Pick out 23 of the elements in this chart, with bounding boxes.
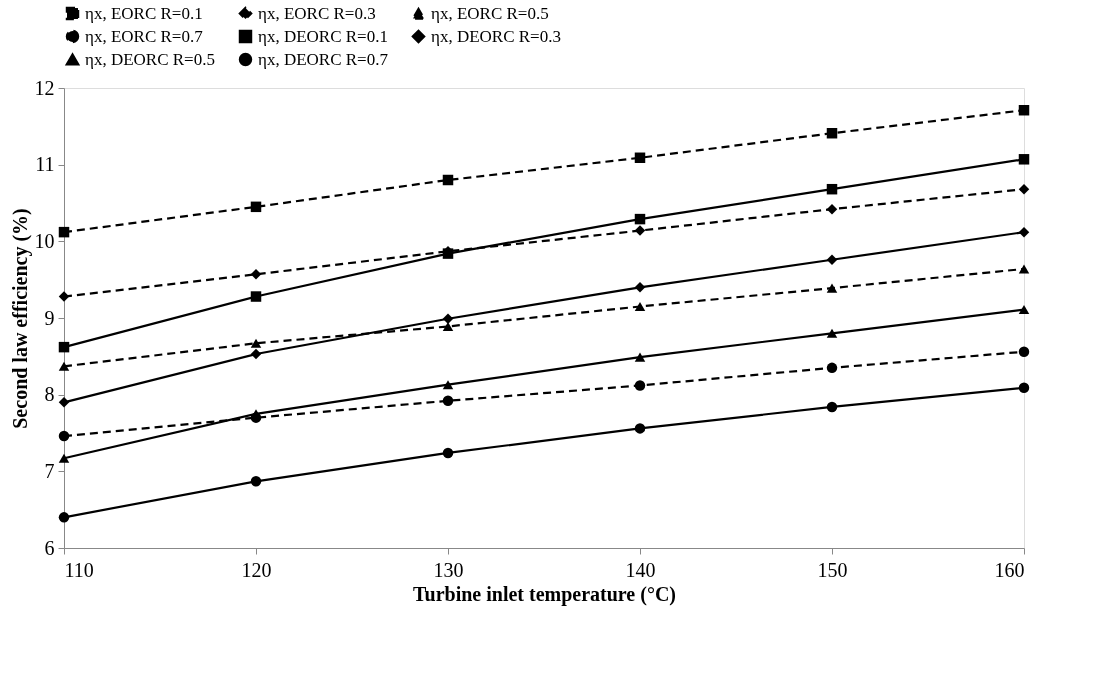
legend-label: ηx, EORC R=0.1 [85,3,203,23]
legend-label: ηx, EORC R=0.7 [85,26,204,46]
y-axis-title: Second law efficiency (%) [8,208,32,429]
y-tick-label: 7 [44,459,55,482]
y-tick-label: 9 [44,306,55,329]
x-tick-label: 120 [241,558,272,581]
legend-label: ηx, DEORC R=0.1 [258,26,388,46]
x-tick-label: 140 [625,558,656,581]
x-tick-label: 110 [64,558,94,581]
legend-label: ηx, DEORC R=0.5 [85,49,215,69]
x-tick-label: 150 [817,558,848,581]
x-tick-label: 130 [433,558,464,581]
legend-label: ηx, EORC R=0.3 [258,3,376,23]
x-tick-label: 160 [994,558,1025,581]
y-tick-label: 12 [34,76,55,99]
y-tick-label: 6 [44,536,55,559]
x-axis-title: Turbine inlet temperature (°C) [413,582,676,606]
legend-label: ηx, DEORC R=0.3 [431,26,561,46]
y-tick-label: 8 [44,383,55,406]
legend-label: ηx, DEORC R=0.7 [258,49,389,69]
legend-label: ηx, EORC R=0.5 [431,3,549,23]
y-tick-label: 10 [34,229,55,252]
y-tick-label: 11 [35,153,55,176]
